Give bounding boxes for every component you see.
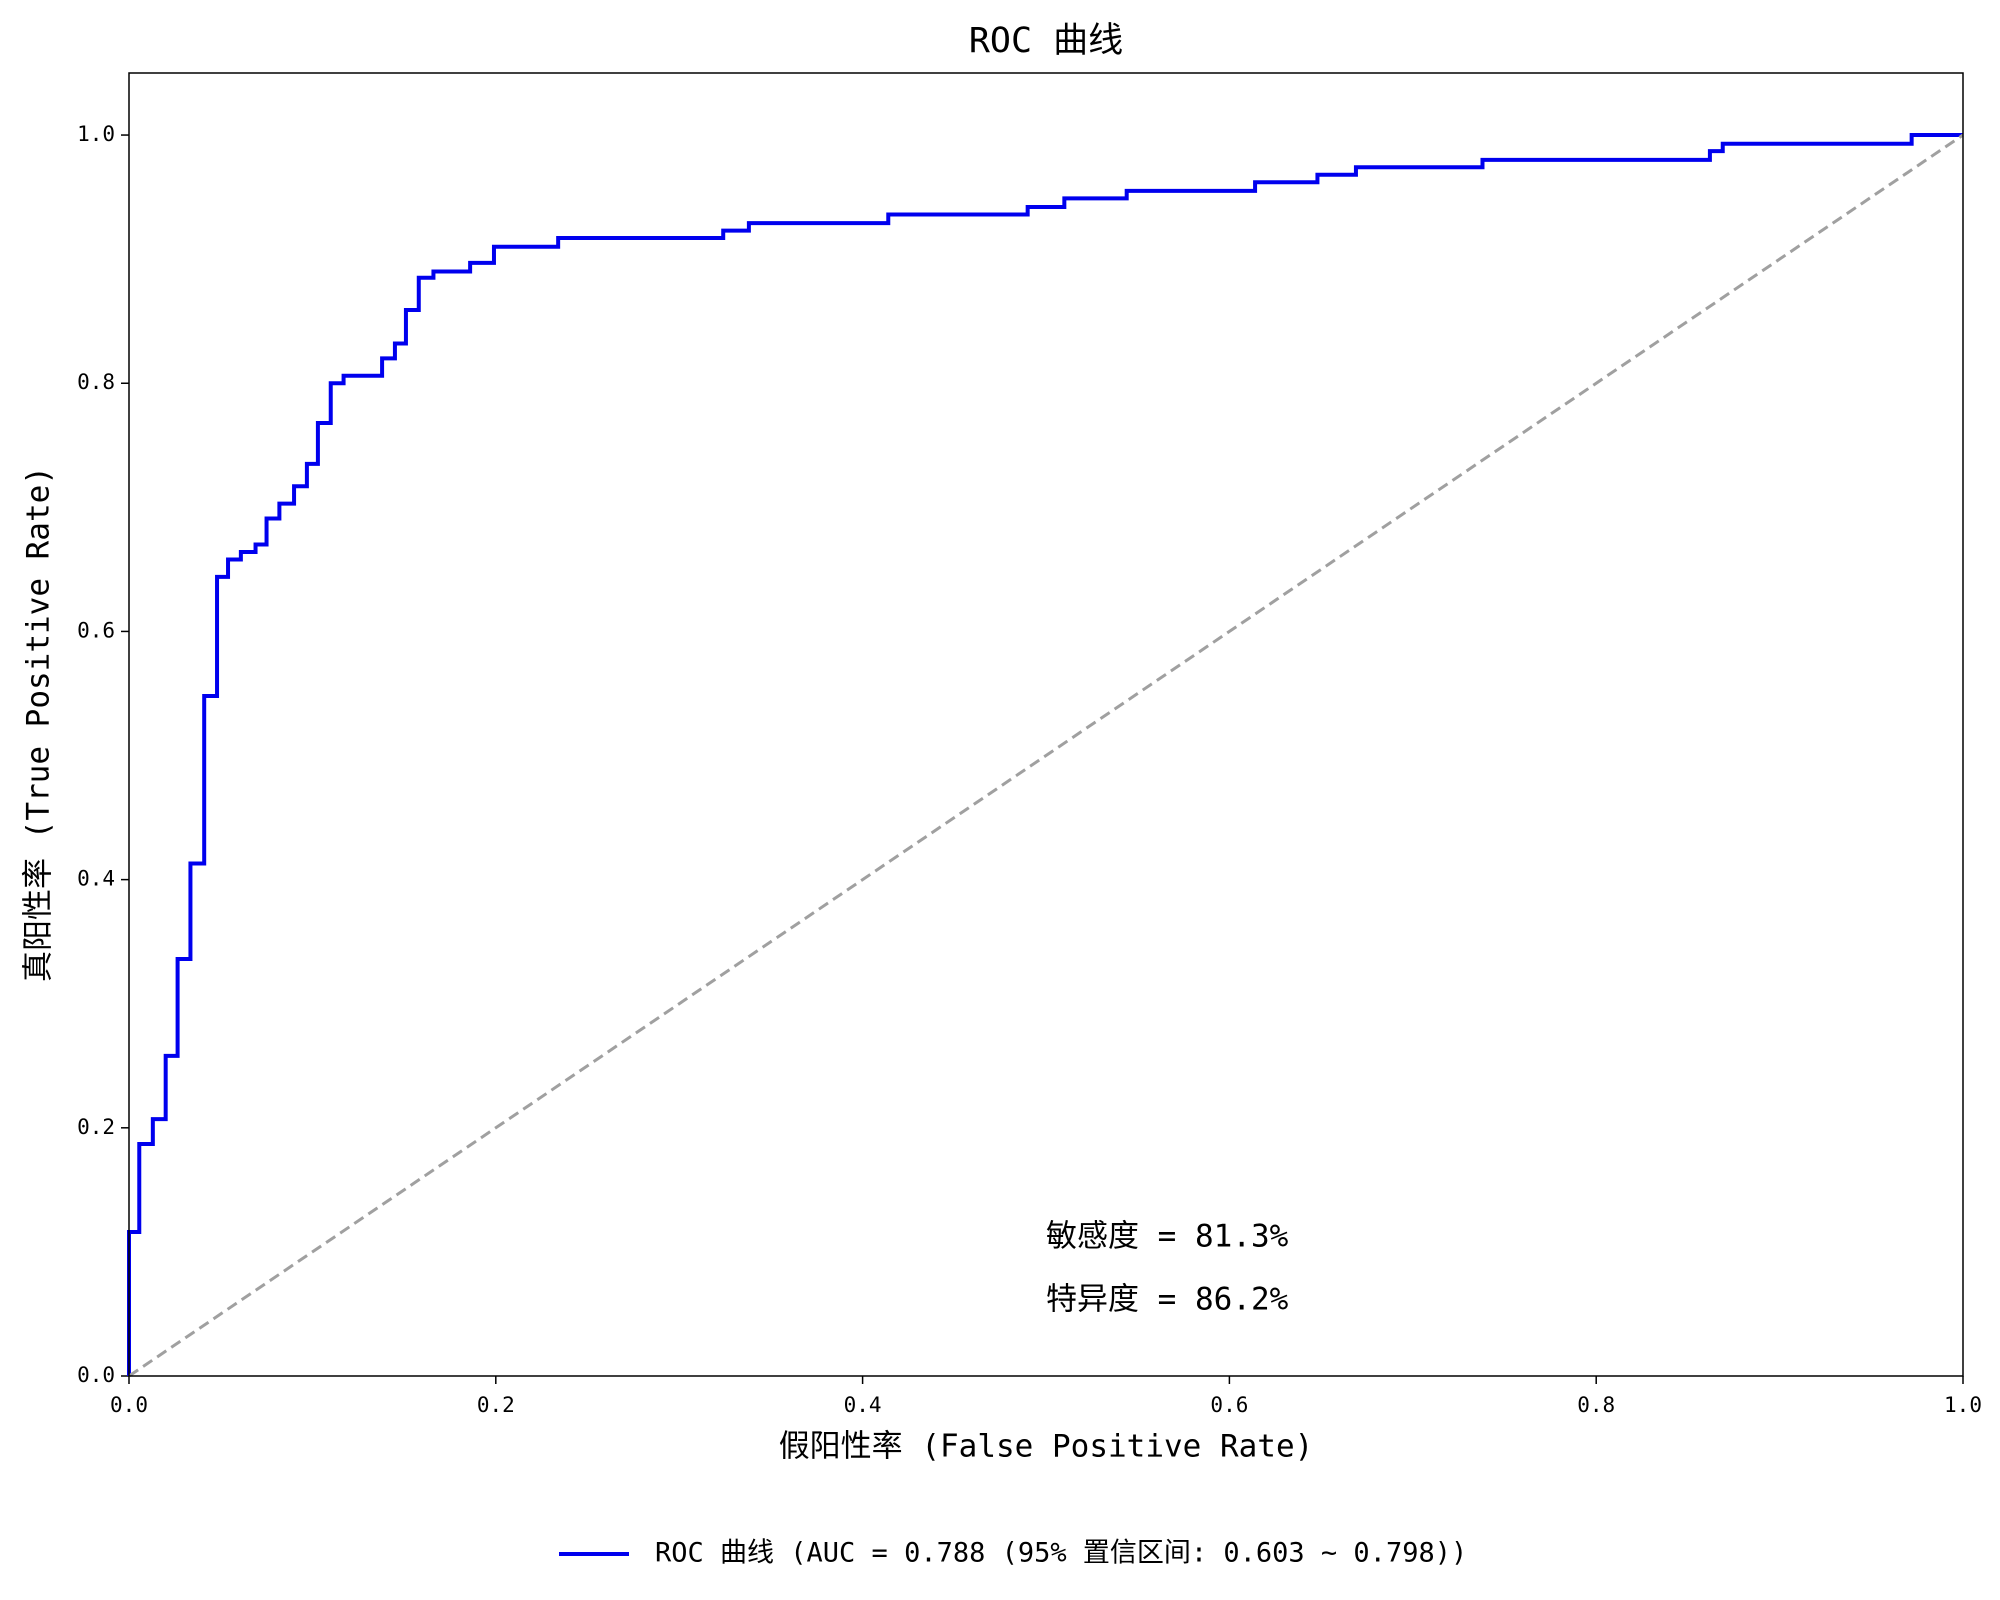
x-tick-label: 0.2 (477, 1393, 515, 1417)
x-tick-label: 0.6 (1210, 1393, 1248, 1417)
y-tick-label: 0.0 (77, 1363, 115, 1387)
x-tick-label: 1.0 (1944, 1393, 1982, 1417)
x-tick-label: 0.8 (1577, 1393, 1615, 1417)
chart-title: ROC 曲线 (969, 21, 1123, 61)
x-tick-label: 0.4 (844, 1393, 882, 1417)
y-tick-label: 0.4 (77, 867, 115, 891)
series-line (128, 133, 1964, 1378)
y-tick-label: 0.8 (77, 370, 115, 394)
y-tick-label: 1.0 (77, 122, 115, 146)
annotation: 敏感度 = 81.3% (1046, 1219, 1289, 1255)
x-axis-label: 假阳性率 (False Positive Rate) (779, 1429, 1314, 1465)
y-axis-label: 真阳性率 (True Positive Rate) (21, 466, 57, 982)
plot-frame (128, 72, 1964, 1377)
x-tick-label: 0.0 (110, 1393, 148, 1417)
legend-label: ROC 曲线 (AUC = 0.788 (95% 置信区间: 0.603 ~ 0… (655, 1538, 1467, 1569)
y-tick-label: 0.2 (77, 1115, 115, 1139)
y-tick-label: 0.6 (77, 618, 115, 642)
annotation: 特异度 = 86.2% (1046, 1282, 1289, 1318)
series-line (127, 133, 1963, 1376)
